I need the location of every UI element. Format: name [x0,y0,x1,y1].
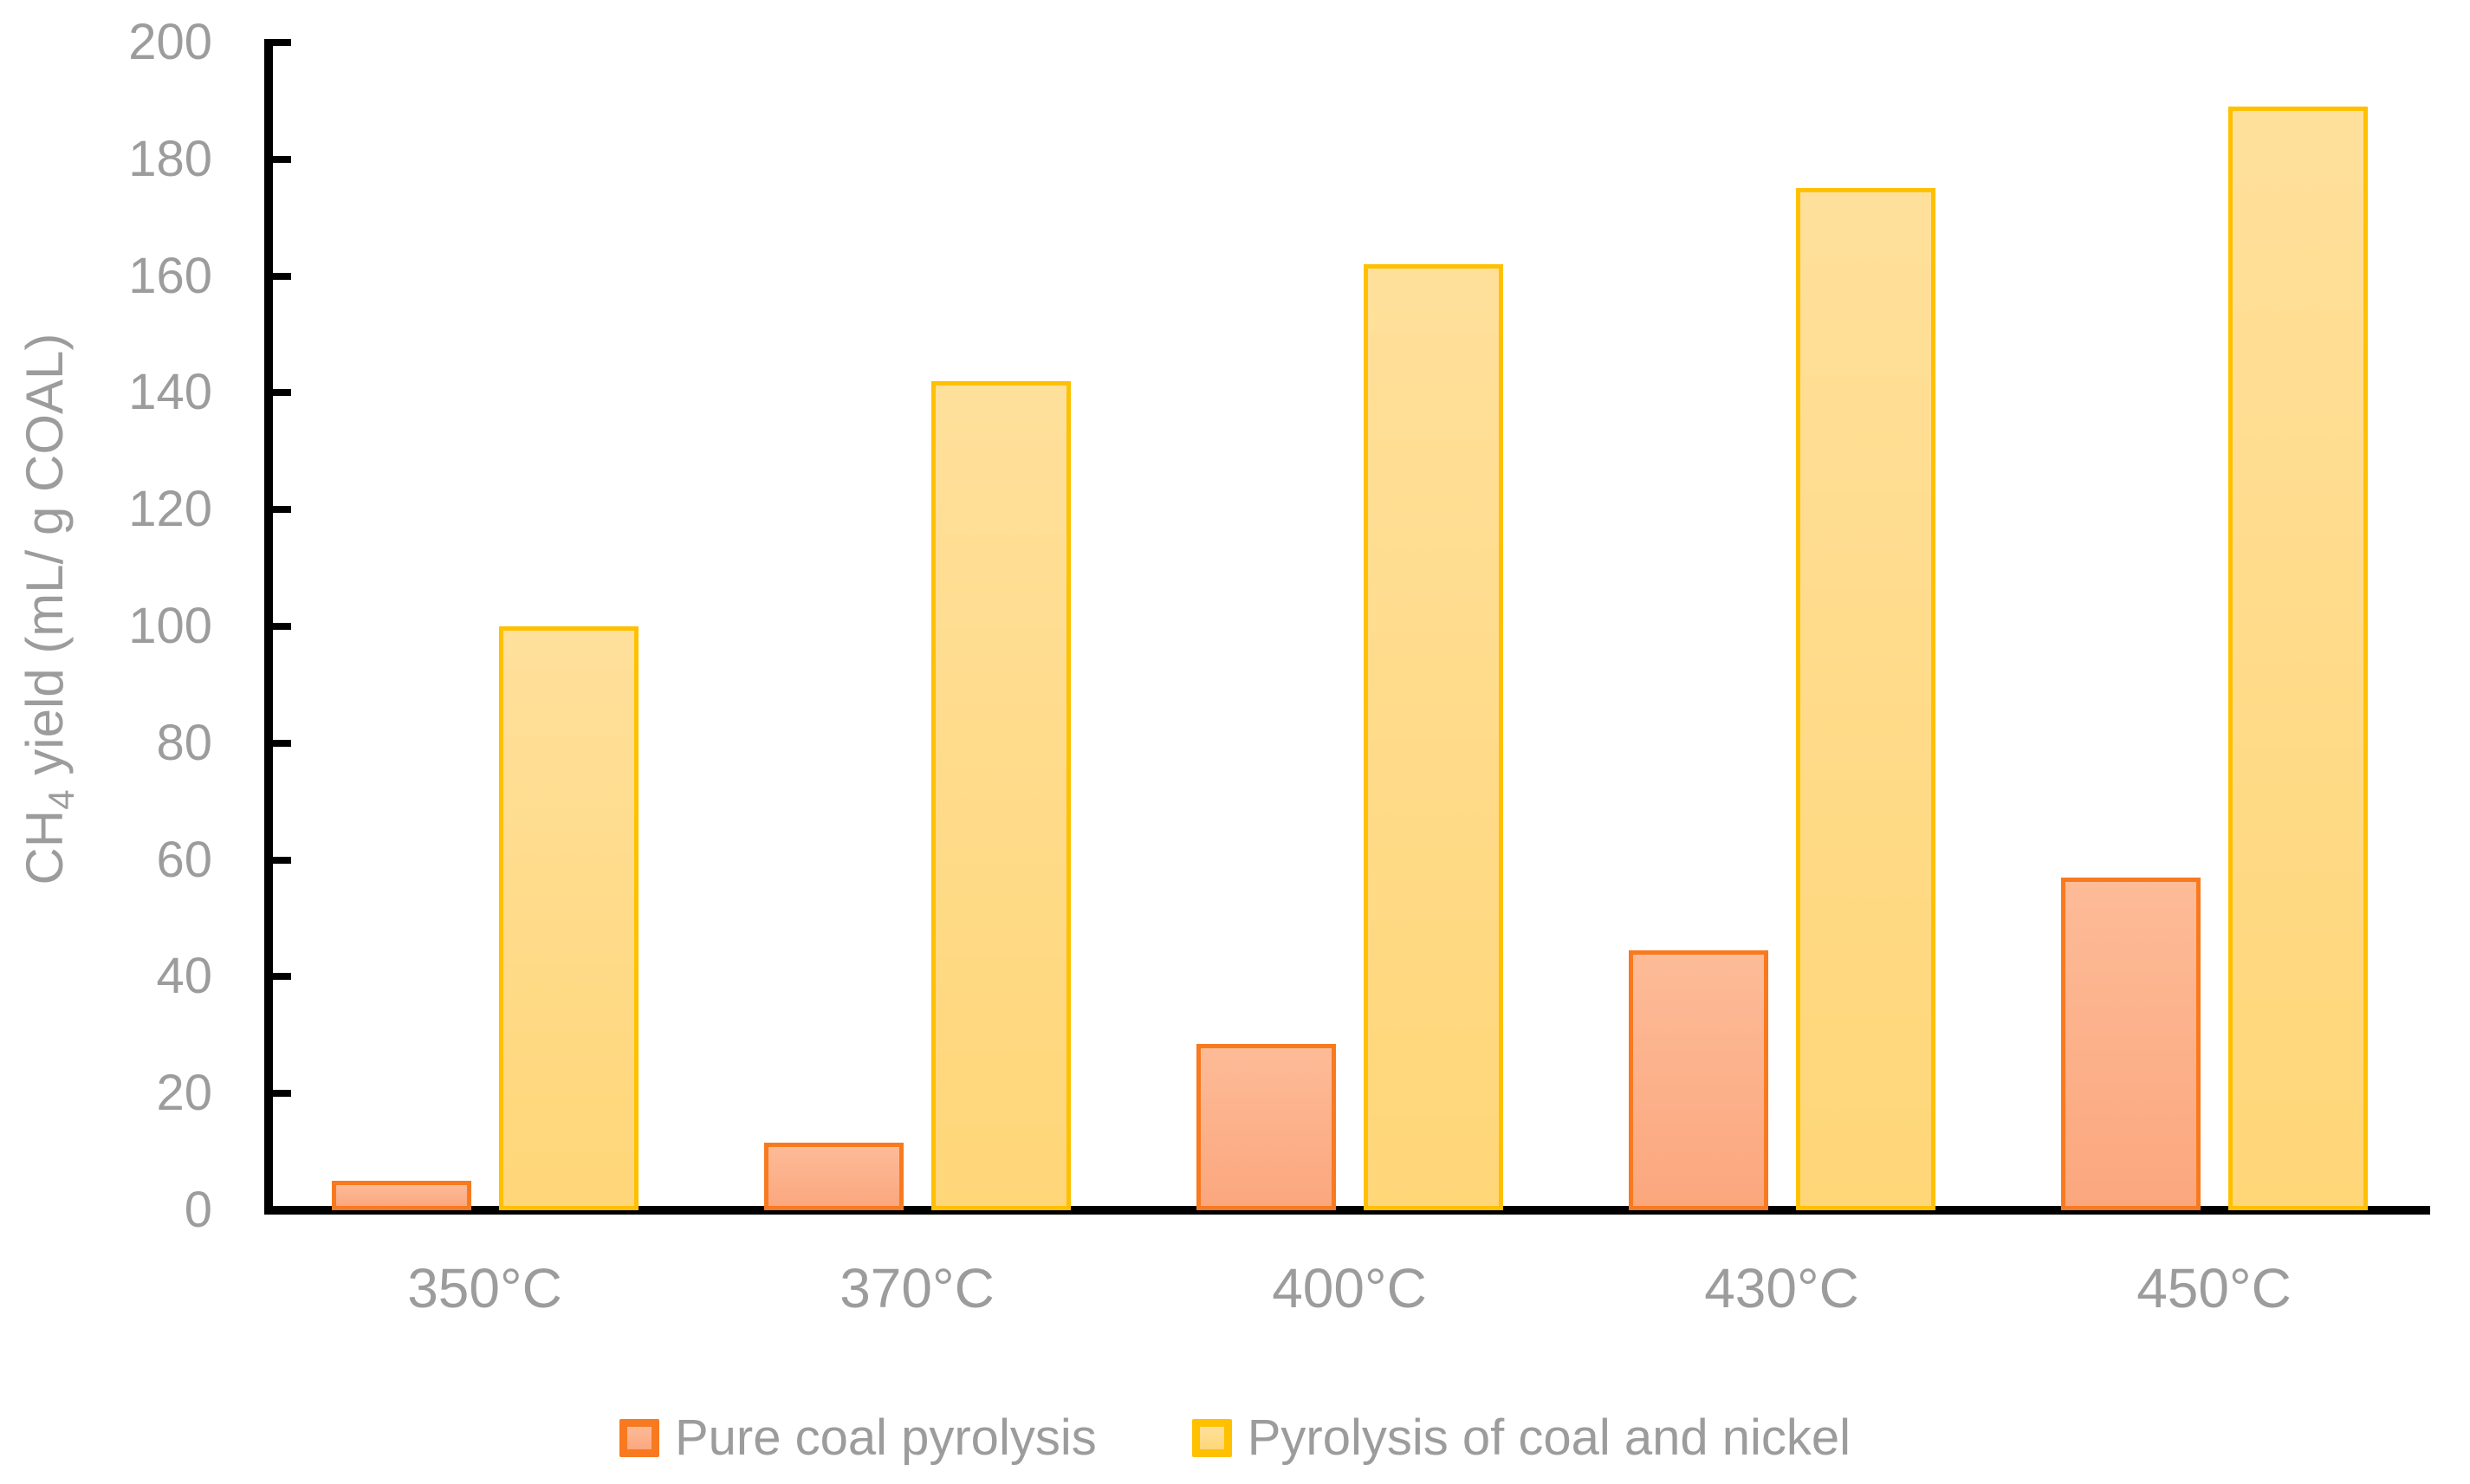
y-axis-tick-label: 60 [156,831,212,888]
bar-pure-coal [763,1143,904,1210]
x-axis-category-label: 430°C [1704,1257,1859,1319]
y-axis-tick-mark [269,389,291,397]
legend: Pure coal pyrolysis Pyrolysis of coal and… [0,1410,2470,1466]
bar-coal-and-nickel [498,626,639,1210]
y-axis-tick-mark [269,155,291,163]
bar-pure-coal [331,1181,471,1210]
legend-item-pure-coal: Pure coal pyrolysis [619,1410,1097,1466]
y-axis-title-subscript: 4 [41,789,81,810]
y-axis-tick-mark [269,856,291,864]
legend-label: Pure coal pyrolysis [674,1409,1097,1466]
bar-pure-coal [2060,878,2201,1210]
y-axis-tick-label: 200 [128,14,212,70]
y-axis-tick-label: 40 [156,948,212,1005]
y-axis-tick-label: 140 [128,364,212,421]
bar-pure-coal [1196,1044,1336,1210]
y-axis-tick-label: 20 [156,1065,212,1122]
bar-coal-and-nickel [2227,107,2368,1210]
y-axis-tick-label: 180 [128,130,212,187]
x-axis-line [264,1206,2430,1215]
legend-label: Pyrolysis of coal and nickel [1247,1409,1851,1466]
y-axis-tick-label: 80 [156,714,212,771]
legend-swatch-icon [619,1419,659,1457]
y-axis-tick-label: 100 [128,598,212,654]
y-axis-tick-mark [269,272,291,280]
x-axis-category-label: 370°C [840,1257,995,1319]
x-axis-category-label: 400°C [1272,1257,1427,1319]
y-axis-tick-mark [269,1090,291,1098]
bar-coal-and-nickel [1363,264,1503,1210]
bar-coal-and-nickel [1795,188,1935,1210]
y-axis-tick-mark [269,973,291,981]
y-axis-tick-mark [269,623,291,630]
x-axis-category-label: 450°C [2136,1257,2292,1319]
y-axis-tick-label: 0 [184,1182,212,1238]
x-axis-category-label: 350°C [407,1257,562,1319]
bar-pure-coal [1628,950,1768,1210]
y-axis-tick-mark [269,39,291,46]
legend-swatch-icon [1191,1419,1232,1457]
y-axis-tick-label: 120 [128,481,212,538]
y-axis-tick-mark [269,506,291,514]
bar-coal-and-nickel [930,381,1071,1210]
legend-item-coal-and-nickel: Pyrolysis of coal and nickel [1191,1409,1851,1466]
y-axis-tick-mark [269,739,291,747]
y-axis-tick-label: 160 [128,247,212,304]
